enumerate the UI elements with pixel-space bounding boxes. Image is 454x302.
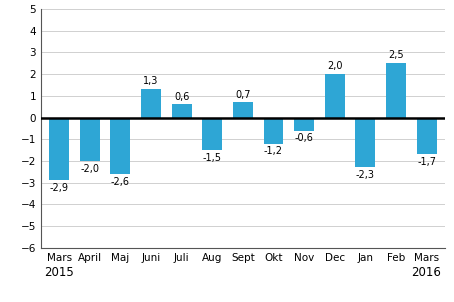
Bar [233, 102, 253, 117]
Text: 2015: 2015 [44, 266, 74, 279]
Text: 2016: 2016 [412, 266, 441, 279]
Bar [172, 104, 192, 117]
Text: 2,0: 2,0 [327, 61, 342, 71]
Text: -1,2: -1,2 [264, 146, 283, 156]
Text: -2,3: -2,3 [356, 170, 375, 180]
Text: 0,6: 0,6 [174, 92, 189, 102]
Bar [202, 117, 222, 150]
Text: -2,0: -2,0 [80, 164, 99, 174]
Text: -2,6: -2,6 [111, 177, 130, 187]
Bar [417, 117, 436, 154]
Bar [325, 74, 345, 117]
Bar [80, 117, 100, 161]
Bar [141, 89, 161, 117]
Bar [355, 117, 375, 167]
Bar [110, 117, 130, 174]
Text: 2,5: 2,5 [388, 50, 404, 60]
Bar [49, 117, 69, 180]
Text: -1,7: -1,7 [417, 157, 436, 167]
Text: 1,3: 1,3 [143, 76, 159, 86]
Text: -1,5: -1,5 [203, 153, 222, 163]
Text: 0,7: 0,7 [235, 89, 251, 99]
Bar [294, 117, 314, 130]
Bar [264, 117, 283, 143]
Bar [386, 63, 406, 117]
Text: -0,6: -0,6 [295, 133, 314, 143]
Text: -2,9: -2,9 [50, 183, 69, 193]
